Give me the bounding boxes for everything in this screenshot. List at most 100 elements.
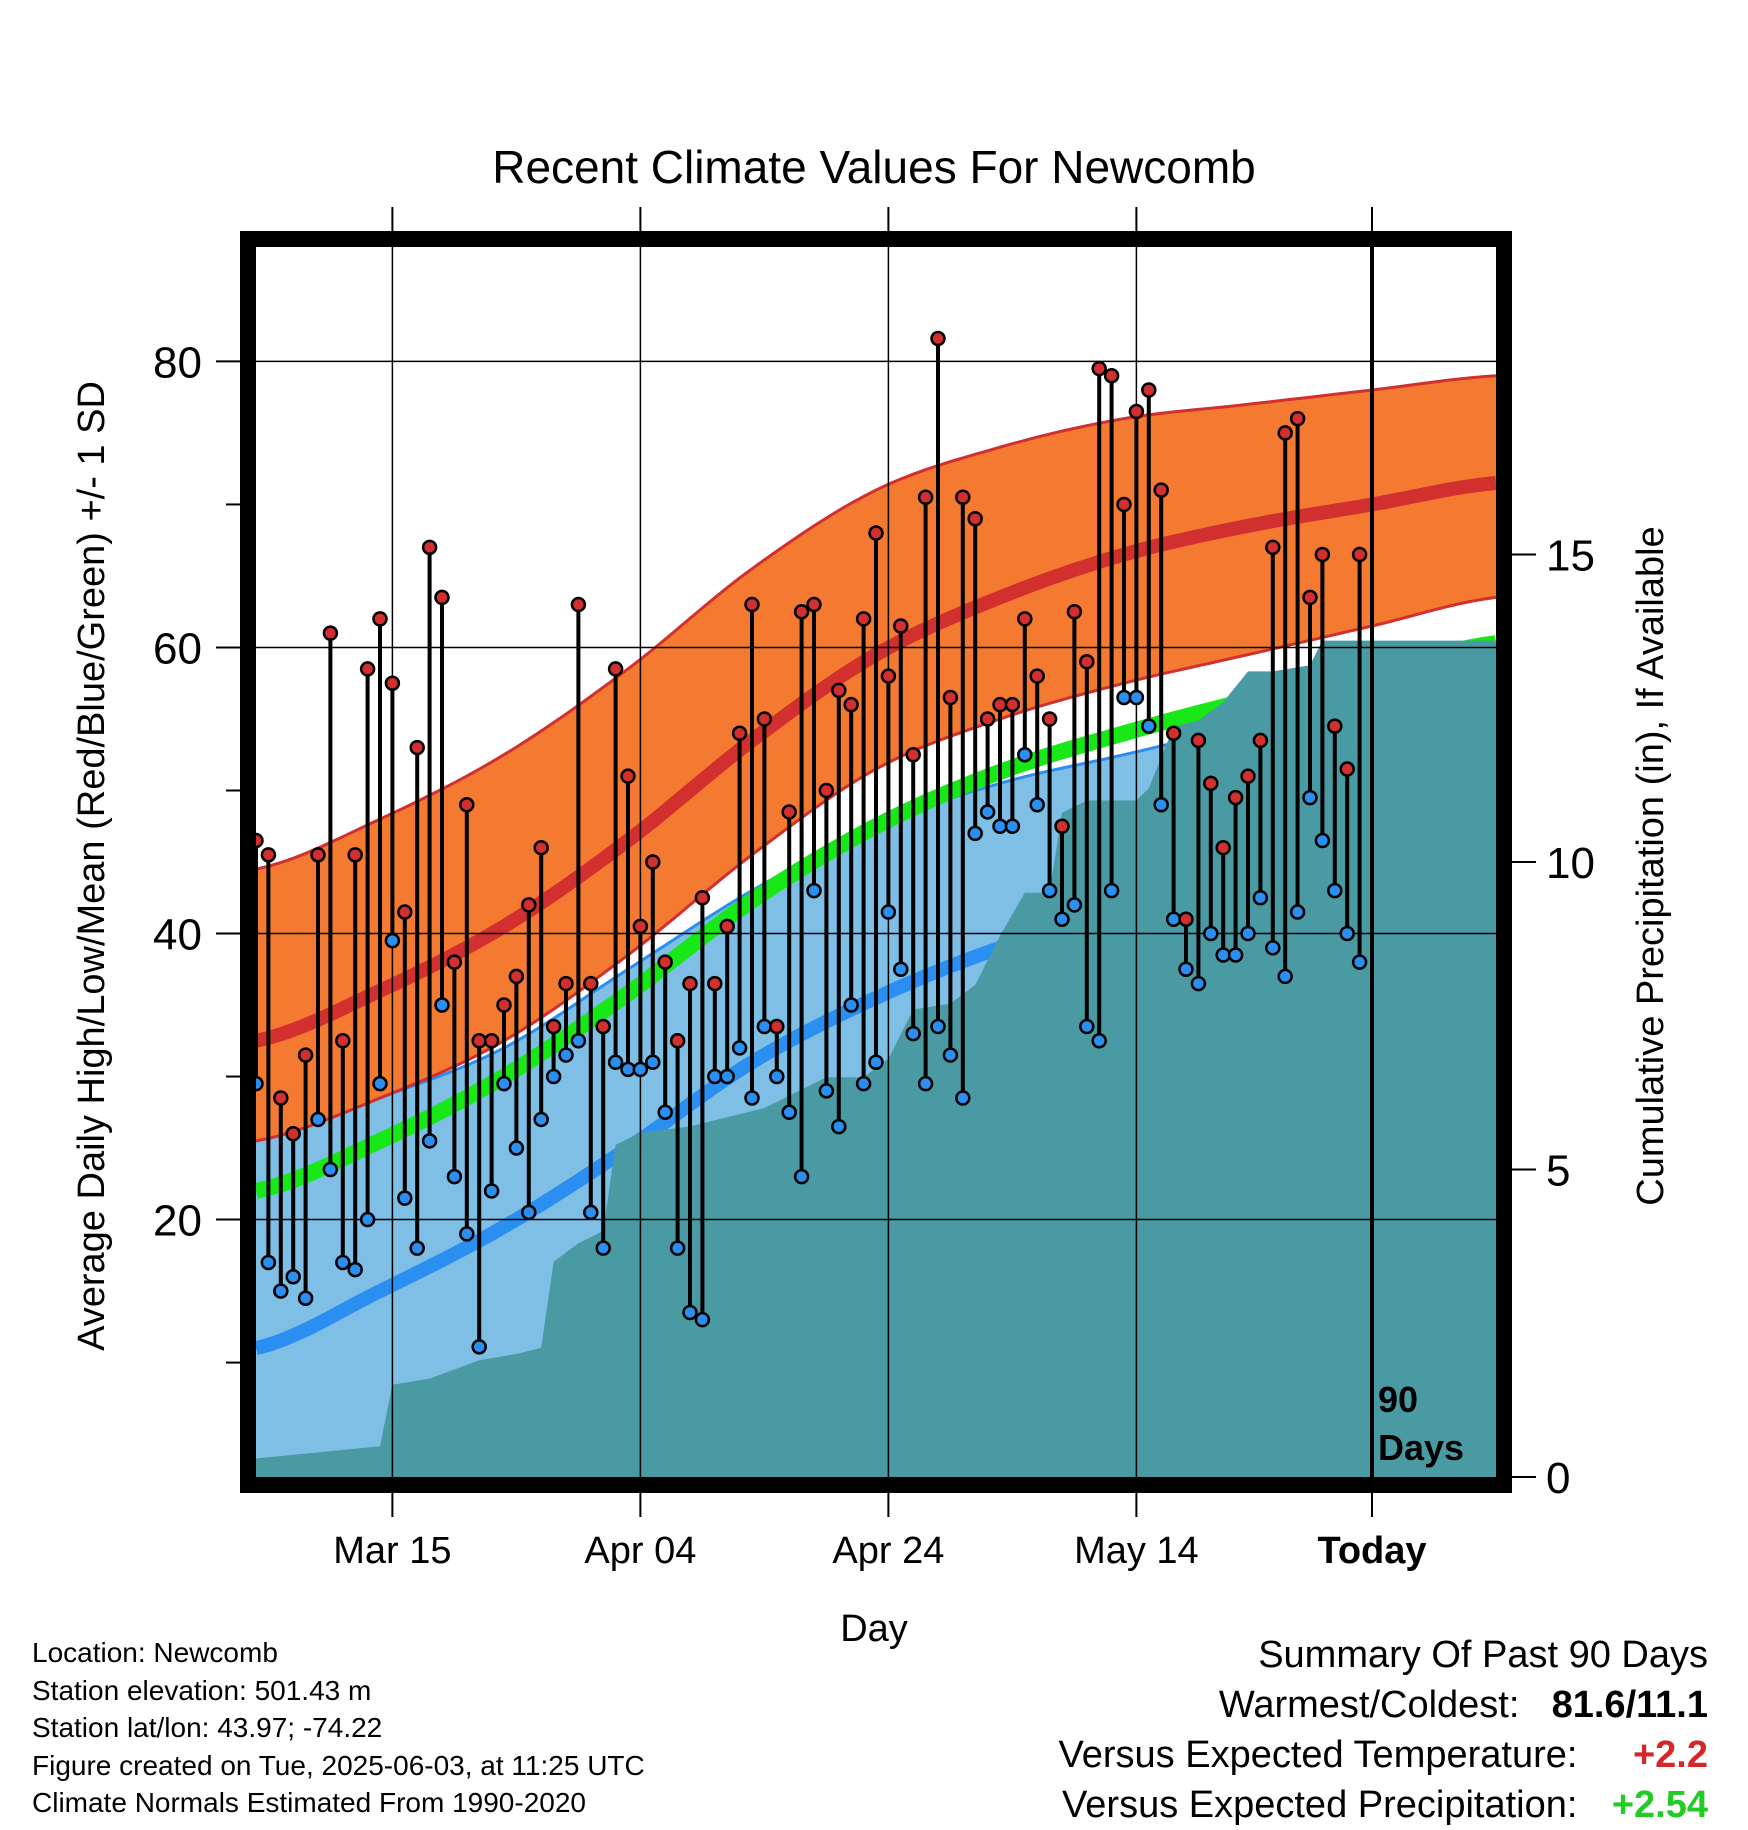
daily-low-point bbox=[682, 1304, 698, 1321]
daily-low-point bbox=[421, 1133, 438, 1149]
daily-low-point bbox=[384, 932, 401, 949]
daily-record bbox=[533, 839, 549, 1128]
daily-record bbox=[483, 1033, 500, 1199]
daily-high-point bbox=[446, 954, 463, 970]
daily-high-point bbox=[1103, 367, 1120, 384]
daily-record bbox=[632, 918, 649, 1078]
summary-heading: Summary Of Past 90 Days bbox=[1258, 1634, 1708, 1676]
info-created: Figure created on Tue, 2025-06-03, at 11… bbox=[32, 1749, 645, 1781]
daily-low-point bbox=[1017, 746, 1033, 763]
daily-high-point bbox=[1017, 611, 1033, 627]
daily-record bbox=[570, 596, 587, 1049]
x-tick-label: Apr 04 bbox=[584, 1530, 696, 1572]
daily-high-point bbox=[1066, 603, 1083, 620]
daily-record bbox=[1203, 775, 1219, 942]
daily-record bbox=[731, 725, 748, 1056]
daily-low-point bbox=[731, 1040, 748, 1056]
daily-low-point bbox=[1029, 797, 1045, 813]
daily-low-point bbox=[694, 1311, 711, 1328]
daily-high-point bbox=[397, 904, 413, 920]
daily-record bbox=[409, 739, 425, 1256]
daily-record bbox=[384, 675, 401, 949]
daily-high-point bbox=[297, 1047, 314, 1063]
daily-low-point bbox=[521, 1204, 537, 1221]
daily-record bbox=[583, 975, 599, 1221]
daily-high-point bbox=[570, 596, 587, 613]
daily-low-point bbox=[645, 1054, 661, 1070]
daily-record bbox=[855, 611, 872, 1092]
daily-low-point bbox=[620, 1061, 636, 1078]
daily-low-point bbox=[285, 1269, 301, 1285]
daily-record bbox=[905, 746, 921, 1042]
daily-record bbox=[967, 510, 983, 842]
x-tick-label: May 14 bbox=[1074, 1530, 1199, 1572]
period-label-line2: Days bbox=[1378, 1427, 1464, 1468]
daily-low-point bbox=[1265, 940, 1281, 956]
daily-low-point bbox=[335, 1254, 351, 1271]
daily-record bbox=[1351, 546, 1368, 970]
daily-low-point bbox=[756, 1018, 773, 1035]
daily-high-point bbox=[843, 696, 859, 713]
daily-low-point bbox=[595, 1240, 611, 1256]
daily-record bbox=[979, 711, 996, 820]
daily-low-point bbox=[1203, 925, 1219, 942]
daily-high-point bbox=[806, 596, 822, 613]
daily-low-point bbox=[322, 1161, 339, 1178]
daily-high-point bbox=[421, 539, 438, 556]
daily-low-point bbox=[1289, 904, 1306, 920]
daily-record bbox=[930, 330, 946, 1035]
daily-record bbox=[645, 854, 661, 1070]
daily-record bbox=[397, 904, 413, 1206]
daily-low-point bbox=[347, 1261, 363, 1278]
daily-high-point bbox=[955, 489, 971, 506]
high-upper-edge bbox=[256, 374, 1496, 871]
daily-record bbox=[496, 997, 512, 1092]
daily-record bbox=[285, 1125, 301, 1285]
daily-record bbox=[1141, 382, 1157, 734]
summary-precip-row: Versus Expected Precipitation: +2.54 bbox=[1059, 1780, 1708, 1830]
daily-record bbox=[607, 661, 624, 1070]
daily-high-point bbox=[1091, 360, 1107, 377]
daily-low-point bbox=[1091, 1033, 1107, 1049]
daily-record bbox=[446, 954, 463, 1185]
daily-high-point bbox=[1351, 546, 1368, 563]
daily-high-point bbox=[1190, 732, 1207, 749]
daily-record bbox=[669, 1033, 686, 1256]
daily-low-point bbox=[558, 1047, 574, 1063]
daily-high-point bbox=[384, 675, 401, 691]
daily-high-point bbox=[273, 1090, 289, 1106]
daily-record bbox=[359, 661, 376, 1228]
daily-low-point bbox=[917, 1075, 934, 1092]
daily-high-point bbox=[1029, 668, 1045, 684]
daily-low-point bbox=[1066, 897, 1083, 913]
daily-record bbox=[756, 711, 773, 1035]
daily-high-point bbox=[1203, 775, 1219, 792]
x-tick-label: Apr 24 bbox=[832, 1530, 944, 1572]
y-tick-label: 40 bbox=[153, 911, 202, 960]
daily-low-point bbox=[496, 1075, 512, 1092]
daily-record bbox=[1240, 768, 1256, 942]
daily-low-point bbox=[1004, 818, 1021, 834]
daily-low-point bbox=[297, 1290, 314, 1306]
daily-record bbox=[1289, 410, 1306, 920]
daily-high-point bbox=[372, 611, 388, 627]
daily-record bbox=[769, 1018, 785, 1085]
daily-low-point bbox=[905, 1025, 921, 1042]
daily-high-point bbox=[1178, 911, 1194, 927]
daily-record bbox=[917, 489, 934, 1092]
y2-tick-label: 5 bbox=[1546, 1147, 1570, 1196]
daily-low-point bbox=[607, 1054, 624, 1070]
daily-high-point bbox=[459, 797, 475, 813]
daily-record bbox=[372, 611, 388, 1092]
daily-high-point bbox=[1004, 696, 1021, 713]
daily-low-point bbox=[855, 1075, 872, 1092]
daily-low-point bbox=[1252, 890, 1269, 906]
daily-record bbox=[1041, 711, 1058, 899]
daily-record bbox=[1079, 654, 1095, 1035]
x-tick-label: Today bbox=[1317, 1530, 1426, 1572]
daily-record bbox=[657, 954, 673, 1121]
daily-record bbox=[558, 975, 574, 1063]
daily-low-point bbox=[1153, 797, 1169, 813]
daily-low-point bbox=[359, 1211, 376, 1228]
